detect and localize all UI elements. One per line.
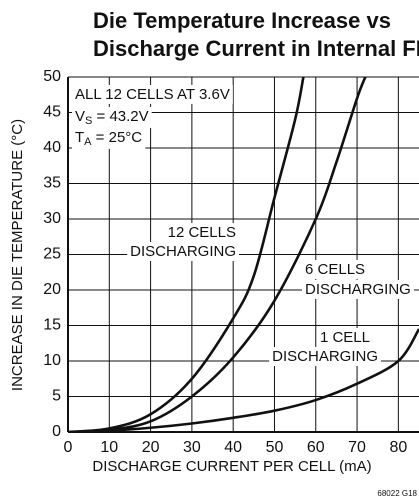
series-label: 6 CELLS: [305, 261, 365, 278]
label-bg: [316, 327, 373, 347]
series-label: DISCHARGING: [305, 281, 411, 298]
label-bg: [72, 106, 152, 128]
y-axis-label: INCREASE IN DIE TEMPERATURE (°C): [9, 119, 26, 391]
annotation-part: = 43.2V: [92, 108, 148, 125]
y-tick-label: 30: [43, 210, 61, 227]
y-tick-label: 25: [43, 246, 61, 263]
curve: [68, 328, 419, 432]
annotation: ALL 12 CELLS AT 3.6V: [75, 86, 230, 103]
x-tick-label: 20: [142, 439, 160, 456]
annotation: VS = 43.2V: [75, 108, 149, 127]
y-tick-label: 20: [43, 281, 61, 298]
x-tick-label: 40: [224, 439, 242, 456]
x-axis-label: DISCHARGE CURRENT PER CELL (mA): [92, 458, 371, 475]
x-tick-label: 30: [183, 439, 201, 456]
annotation-sub: A: [84, 136, 92, 148]
series-label: DISCHARGING: [272, 348, 378, 365]
label-bg: [72, 127, 146, 149]
x-tick-label: 60: [307, 439, 325, 456]
x-tick-label: 70: [348, 439, 366, 456]
chart-title: Discharge Current in Internal FET: [93, 36, 419, 61]
curve: [68, 77, 305, 432]
label-bg: [72, 84, 233, 104]
label-bg: [302, 279, 414, 299]
annotation-part: = 25°C: [92, 129, 143, 146]
y-tick-label: 0: [52, 423, 61, 440]
curve: [68, 77, 367, 432]
y-tick-label: 40: [43, 139, 61, 156]
grid: 0 5 10 15 20 25 30 35 40 45 50 0 10 20 30 40 50 60 70 80: [43, 68, 419, 456]
annotation-sub: S: [85, 115, 92, 127]
series-label: 1 CELL: [320, 329, 370, 346]
series-label: DISCHARGING: [130, 243, 236, 260]
y-tick-label: 35: [43, 175, 61, 192]
x-tick-label: 80: [389, 439, 407, 456]
y-tick-label: 5: [52, 388, 61, 405]
series-label: 12 CELLS: [168, 224, 236, 241]
label-bg: [164, 222, 239, 242]
chart-title: Die Temperature Increase vs: [93, 8, 391, 33]
labels: 12 CELLS DISCHARGING 6 CELLS DISCHARGING 1 C…: [72, 84, 414, 366]
y-tick-label: 45: [43, 104, 61, 121]
y-tick-label: 10: [43, 352, 61, 369]
footnote: 68022 G18: [377, 489, 417, 498]
label-bg: [302, 259, 369, 279]
y-tick-label: 15: [43, 317, 61, 334]
x-tick-label: 10: [100, 439, 118, 456]
x-tick-label: 50: [266, 439, 284, 456]
annotation: TA = 25°C: [75, 129, 142, 148]
annotation-part: V: [75, 108, 85, 125]
x-tick-label: 0: [64, 439, 73, 456]
y-tick-label: 50: [43, 68, 61, 85]
label-bg: [269, 346, 381, 366]
label-bg: [127, 241, 239, 261]
curves: [68, 77, 419, 432]
annotation-part: T: [75, 129, 84, 146]
